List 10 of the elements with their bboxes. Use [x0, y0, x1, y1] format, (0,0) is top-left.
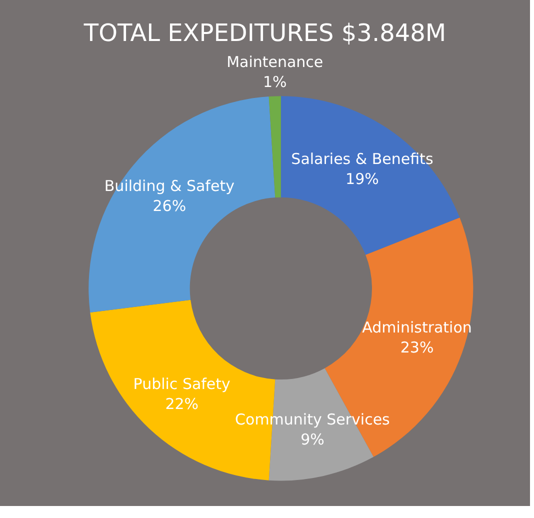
slice-label: Salaries & Benefits [291, 150, 434, 168]
slice-label: Maintenance [226, 53, 324, 72]
data-label: 9% [300, 430, 324, 449]
data-label: 1% [262, 73, 287, 92]
data-label: 22% [165, 394, 199, 413]
data-label: 19% [346, 170, 379, 188]
slice-label: Public Safety [133, 374, 231, 393]
data-label: 23% [400, 338, 434, 356]
chart-title: TOTAL EXPEDITURES $3.848M [82, 19, 446, 47]
data-label: 26% [152, 197, 186, 216]
